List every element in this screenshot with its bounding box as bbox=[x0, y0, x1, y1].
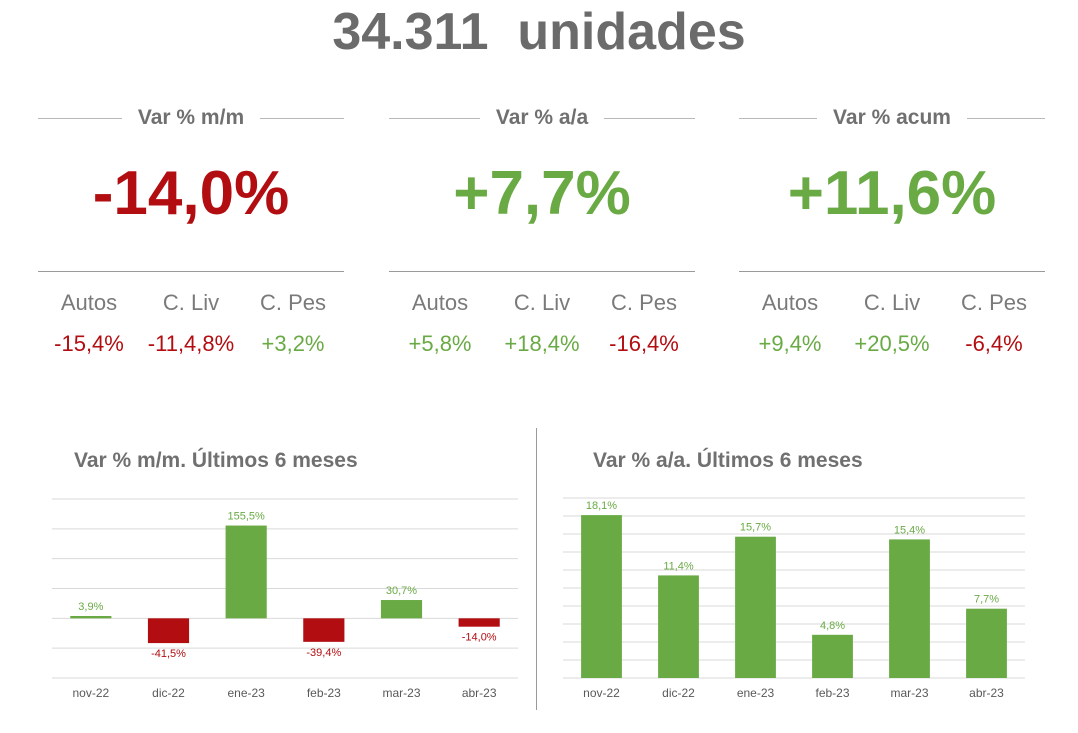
kpi-value: +11,6% bbox=[787, 159, 997, 228]
x-tick-label-ene-23: ene-23 bbox=[737, 686, 775, 700]
page-title: 34.311 unidades bbox=[332, 3, 746, 61]
kpi-item-value-autos: -15,4% bbox=[54, 331, 124, 356]
kpi-breakdown-values: +5,8% +18,4% -16,4% bbox=[389, 331, 695, 357]
kpi-header: Var % m/m bbox=[38, 104, 345, 132]
kpi-item-name-autos: Autos bbox=[60, 290, 118, 315]
kpi-label: Var % a/a bbox=[495, 106, 589, 129]
bar-abr-23 bbox=[966, 608, 1007, 678]
kpi-card-acum: Var % acum +11,6% Autos C. Liv C. Pes +9… bbox=[739, 100, 1045, 360]
data-label-dic-22: -41,5% bbox=[151, 648, 186, 660]
data-label-feb-23: -39,4% bbox=[306, 647, 341, 659]
kpi-item-value-autos: +5,8% bbox=[408, 331, 472, 356]
kpi-value: +7,7% bbox=[453, 159, 631, 228]
kpi-item-name-cliv: C. Liv bbox=[863, 290, 921, 315]
kpi-label: Var % acum bbox=[833, 106, 951, 129]
divider bbox=[38, 271, 344, 272]
bar-nov-22 bbox=[70, 616, 112, 619]
chart-title-aa: Var % a/a. Últimos 6 meses bbox=[593, 449, 863, 472]
kpi-item-value-cliv: -11,4,8% bbox=[147, 331, 235, 356]
divider bbox=[38, 117, 122, 119]
divider bbox=[739, 271, 1045, 272]
divider bbox=[260, 117, 345, 119]
x-tick-label-mar-23: mar-23 bbox=[890, 686, 928, 700]
bar-ene-23 bbox=[735, 536, 776, 678]
x-tick-label-nov-22: nov-22 bbox=[583, 686, 620, 700]
chart-title-mm: Var % m/m. Últimos 6 meses bbox=[74, 449, 358, 472]
x-tick-label-abr-23: abr-23 bbox=[969, 686, 1004, 700]
kpi-item-name-autos: Autos bbox=[761, 290, 819, 315]
kpi-item-value-cpes: -16,4% bbox=[609, 331, 679, 356]
kpi-card-mm: Var % m/m -14,0% Autos C. Liv C. Pes -15… bbox=[38, 100, 345, 360]
kpi-item-name-cpes: C. Pes bbox=[610, 290, 678, 315]
bar-chart-mm: 3,9% nov-22 -41,5% dic-22 155,5% ene-23 -39,4%… bbox=[52, 498, 518, 700]
kpi-item-name-cpes: C. Pes bbox=[259, 290, 327, 315]
kpi-breakdown-names: Autos C. Liv C. Pes bbox=[389, 290, 695, 316]
chart-divider bbox=[536, 428, 537, 710]
kpi-header: Var % acum bbox=[739, 104, 1045, 132]
x-tick-label-nov-22: nov-22 bbox=[72, 686, 109, 700]
bar-feb-23 bbox=[812, 634, 853, 678]
kpi-breakdown-values: -15,4% -11,4,8% +3,2% bbox=[38, 331, 344, 357]
kpi-item-value-cliv: +18,4% bbox=[504, 331, 580, 356]
x-tick-label-feb-23: feb-23 bbox=[815, 686, 849, 700]
divider bbox=[966, 117, 1045, 119]
divider bbox=[604, 117, 696, 119]
bar-mar-23 bbox=[889, 539, 930, 678]
data-label-abr-23: 7,7% bbox=[974, 594, 999, 606]
data-label-ene-23: 15,7% bbox=[740, 522, 771, 534]
kpi-label: Var % m/m bbox=[137, 106, 245, 129]
bar-feb-23 bbox=[303, 618, 345, 642]
bar-nov-22 bbox=[581, 515, 622, 678]
kpi-value: -14,0% bbox=[92, 159, 290, 228]
x-tick-label-mar-23: mar-23 bbox=[382, 686, 420, 700]
kpi-header: Var % a/a bbox=[389, 104, 696, 132]
x-tick-label-dic-22: dic-22 bbox=[662, 686, 695, 700]
data-label-dic-22: 11,4% bbox=[663, 560, 694, 572]
kpi-item-name-cliv: C. Liv bbox=[162, 290, 220, 315]
kpi-item-name-autos: Autos bbox=[411, 290, 469, 315]
kpi-item-name-cpes: C. Pes bbox=[960, 290, 1028, 315]
data-label-mar-23: 30,7% bbox=[386, 585, 417, 597]
kpi-breakdown-values: +9,4% +20,5% -6,4% bbox=[739, 331, 1045, 357]
data-label-nov-22: 18,1% bbox=[586, 500, 617, 512]
bar-dic-22 bbox=[658, 575, 699, 678]
kpi-breakdown-names: Autos C. Liv C. Pes bbox=[739, 290, 1045, 316]
kpi-item-value-cpes: +3,2% bbox=[261, 331, 325, 356]
data-label-feb-23: 4,8% bbox=[820, 620, 845, 632]
data-label-mar-23: 15,4% bbox=[894, 524, 925, 536]
x-tick-label-feb-23: feb-23 bbox=[307, 686, 341, 700]
data-label-abr-23: -14,0% bbox=[462, 632, 497, 644]
bar-chart-aa: 18,1% nov-22 11,4% dic-22 15,7% ene-23 4,8% feb… bbox=[563, 497, 1025, 700]
kpi-item-name-cliv: C. Liv bbox=[513, 290, 571, 315]
bar-dic-22 bbox=[147, 618, 190, 644]
x-tick-label-ene-23: ene-23 bbox=[227, 686, 265, 700]
divider bbox=[389, 117, 480, 119]
x-tick-label-abr-23: abr-23 bbox=[462, 686, 497, 700]
bar-abr-23 bbox=[458, 618, 500, 627]
divider bbox=[739, 117, 818, 119]
kpi-item-value-cliv: +20,5% bbox=[854, 331, 930, 356]
kpi-item-value-autos: +9,4% bbox=[758, 331, 822, 356]
x-tick-label-dic-22: dic-22 bbox=[152, 686, 185, 700]
bar-mar-23 bbox=[380, 600, 423, 619]
kpi-card-aa: Var % a/a +7,7% Autos C. Liv C. Pes +5,8… bbox=[389, 100, 696, 360]
data-label-nov-22: 3,9% bbox=[78, 601, 103, 613]
kpi-breakdown-names: Autos C. Liv C. Pes bbox=[38, 290, 344, 316]
divider bbox=[389, 271, 695, 272]
data-label-ene-23: 155,5% bbox=[228, 511, 266, 523]
kpi-item-value-cpes: -6,4% bbox=[965, 331, 1023, 356]
bar-ene-23 bbox=[225, 525, 267, 619]
